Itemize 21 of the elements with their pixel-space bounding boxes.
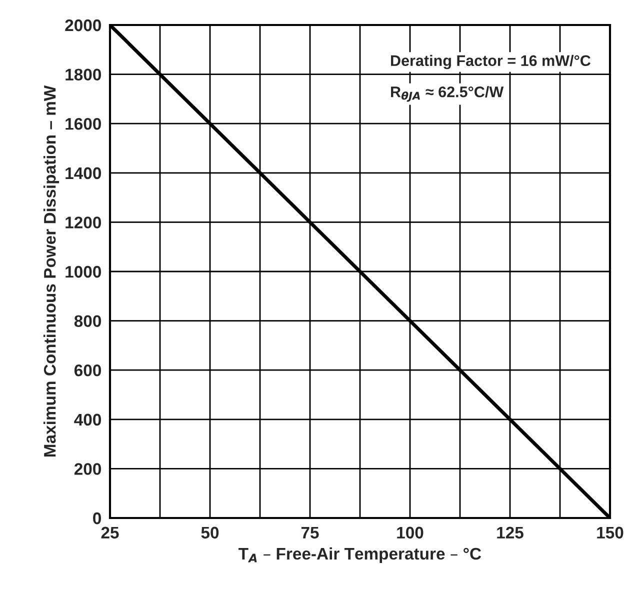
x-tick-label: 50 (201, 526, 219, 539)
y-tick-label: 1600 (66, 118, 101, 130)
y-tick-label: 1800 (66, 68, 101, 81)
y-tick-label: 600 (74, 364, 101, 376)
annotation: Derating Factor = 16 mW/°C (391, 54, 591, 70)
x-axis-title: T$_{A}$ – Free-Air Temperature – °C (238, 547, 482, 563)
x-tick-label: 100 (397, 526, 424, 539)
y-axis-title: Maximum Continuous Power Dissipation – mW (44, 85, 60, 457)
y-tick-label: 2000 (65, 19, 101, 32)
y-tick-label: 200 (74, 463, 101, 475)
y-tick-label: 1400 (66, 167, 101, 180)
annotation: R$_{θJA}$ ≈ 62.5°C/W (391, 86, 504, 102)
y-tick-label: 1000 (66, 266, 101, 278)
x-tick-label: 25 (101, 526, 119, 539)
y-tick-label: 400 (74, 414, 101, 426)
y-tick-label: 1200 (66, 216, 101, 228)
x-tick-label: 75 (301, 526, 319, 539)
x-tick-label: 125 (497, 526, 524, 539)
y-tick-label: 0 (93, 512, 101, 524)
x-tick-label: 150 (597, 526, 624, 539)
y-tick-label: 800 (74, 315, 101, 328)
